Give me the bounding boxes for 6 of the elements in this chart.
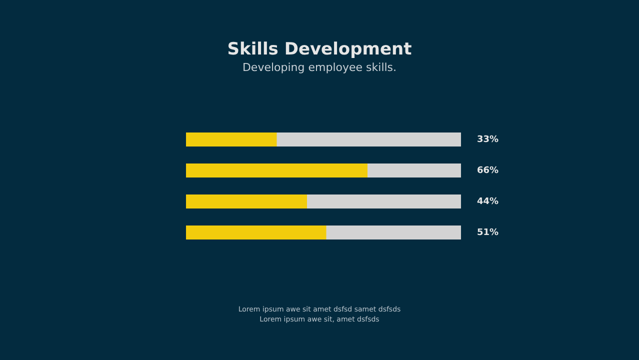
- data-label: 66%: [477, 166, 499, 176]
- chart-title: Skills Development: [227, 40, 412, 60]
- data-label: 44%: [477, 197, 499, 207]
- data-label: 33%: [477, 135, 499, 145]
- data-label: 51%: [477, 228, 499, 238]
- chart-subtitle: Developing employee skills.: [242, 61, 397, 74]
